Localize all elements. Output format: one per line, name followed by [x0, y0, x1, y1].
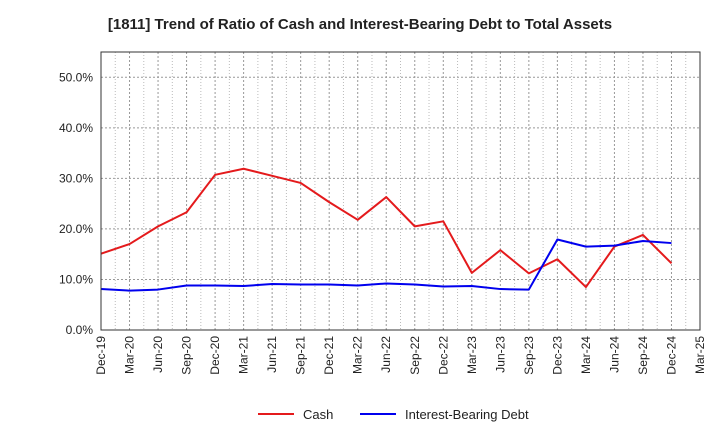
- y-tick-label: 20.0%: [59, 222, 93, 236]
- legend-item-cash: Cash: [258, 404, 333, 424]
- legend-swatch-debt: [360, 413, 396, 415]
- y-tick-labels: 0.0% 10.0% 20.0% 30.0% 40.0% 50.0%: [59, 70, 93, 337]
- x-tick-label: Mar-23: [465, 336, 479, 374]
- x-tick-label: Jun-21: [265, 336, 279, 373]
- legend-label-debt: Interest-Bearing Debt: [405, 406, 529, 422]
- x-tick-label: Sep-23: [522, 336, 536, 375]
- x-tick-label: Jun-20: [151, 336, 165, 373]
- series-lines: [100, 167, 673, 292]
- legend: Cash Interest-Bearing Debt: [0, 404, 720, 424]
- x-tick-label: Jun-23: [493, 336, 507, 373]
- x-tick-label: Mar-20: [123, 336, 137, 374]
- y-tick-label: 0.0%: [66, 323, 94, 337]
- x-tick-label: Mar-24: [579, 336, 593, 374]
- chart-title: [1811] Trend of Ratio of Cash and Intere…: [107, 16, 613, 33]
- x-tick-label: Dec-23: [550, 336, 564, 375]
- grid-lines: [100, 52, 701, 330]
- y-tick-label: 30.0%: [59, 171, 93, 185]
- x-tick-label: Dec-22: [436, 336, 450, 375]
- x-tick-label: Sep-20: [180, 336, 194, 375]
- x-tick-label: Jun-24: [607, 336, 621, 373]
- legend-label-cash: Cash: [303, 406, 334, 422]
- y-tick-label: 50.0%: [59, 70, 93, 84]
- axes: [100, 51, 701, 331]
- x-tick-label: Sep-21: [294, 336, 308, 375]
- x-tick-label: Mar-22: [351, 336, 365, 374]
- x-tick-label: Dec-19: [94, 336, 108, 375]
- x-tick-labels: Dec-19 Mar-20 Jun-20 Sep-20 Dec-20 Mar-21 Jun-…: [94, 336, 707, 375]
- y-tick-label: 40.0%: [59, 121, 93, 135]
- series-line-interest-bearing-debt: [100, 238, 672, 292]
- x-tick-label: Dec-24: [664, 336, 678, 375]
- x-tick-label: Sep-24: [636, 336, 650, 375]
- x-tick-label: Sep-22: [408, 336, 422, 375]
- x-tick-label: Dec-20: [208, 336, 222, 375]
- x-tick-label: Dec-21: [322, 336, 336, 375]
- x-tick-label: Mar-25: [693, 336, 707, 374]
- series-line-cash: [100, 167, 673, 289]
- y-tick-label: 10.0%: [59, 272, 93, 286]
- x-tick-label: Jun-22: [379, 336, 393, 373]
- x-tick-label: Mar-21: [237, 336, 251, 374]
- plot-frame: [100, 51, 701, 331]
- legend-item-interest-bearing-debt: Interest-Bearing Debt: [360, 404, 529, 424]
- legend-swatch-cash: [258, 413, 294, 415]
